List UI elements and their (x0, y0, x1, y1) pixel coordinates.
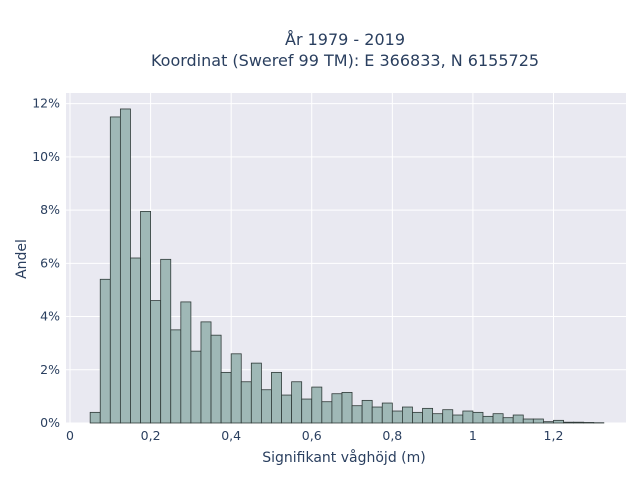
y-tick-label: 0% (40, 415, 60, 430)
y-tick-label: 2% (40, 362, 60, 377)
histogram-bar (130, 257, 141, 424)
histogram-bar (532, 418, 544, 424)
x-axis-label: Signifikant våghöjd (m) (262, 449, 425, 466)
histogram-bar (553, 419, 564, 424)
histogram-bar (452, 414, 464, 424)
chart-subtitle: Koordinat (Sweref 99 TM): E 366833, N 61… (151, 51, 539, 70)
x-tick-label: 0 (66, 428, 74, 443)
y-tick-label: 12% (32, 96, 60, 111)
histogram-bar (260, 389, 272, 424)
histogram-bar (271, 372, 282, 424)
histogram-bar (140, 211, 152, 424)
chart-title: År 1979 - 2019 (285, 30, 405, 49)
histogram-bar (341, 391, 353, 424)
histogram-bar (583, 422, 595, 424)
ticks-layer: 0 0,2 0,4 0,6 0,8 1 1,2 0% 2% 4% 6% 8% 10% 12% (32, 96, 563, 443)
histogram-bar (522, 418, 534, 424)
histogram-bar (150, 300, 162, 424)
histogram-bar (422, 407, 434, 424)
histogram-bar (412, 411, 423, 424)
x-tick-label: 1 (469, 428, 477, 443)
histogram-bar (512, 414, 524, 424)
histogram-bar (301, 398, 313, 424)
histogram-bar (321, 401, 333, 424)
histogram-bar (442, 409, 454, 424)
histogram-bar (89, 411, 101, 424)
histogram-bar (210, 334, 222, 424)
histogram-bar (492, 413, 504, 424)
histogram-bar (180, 301, 192, 424)
histogram-bar (119, 108, 131, 424)
y-tick-label: 4% (40, 309, 60, 324)
x-tick-label: 0,8 (382, 428, 402, 443)
histogram-bar (281, 394, 293, 424)
histogram-bar (502, 417, 514, 424)
histogram-bar (311, 386, 323, 424)
y-tick-label: 8% (40, 202, 60, 217)
histogram-bar (351, 405, 363, 424)
histogram-bar (543, 421, 554, 424)
histogram-bar (432, 413, 444, 424)
histogram-bar (563, 421, 575, 424)
histogram-bar (331, 393, 343, 424)
histogram-bar (170, 329, 182, 424)
bars-layer (89, 108, 605, 424)
histogram-bar (482, 415, 494, 424)
x-tick-label: 0,6 (302, 428, 322, 443)
histogram-bar (160, 258, 172, 424)
histogram-bar (291, 381, 303, 424)
histogram-bar (190, 350, 202, 424)
y-axis-label: Andel (14, 239, 30, 279)
x-tick-label: 1,2 (544, 428, 564, 443)
histogram-bar (230, 353, 242, 424)
histogram-bar (99, 278, 111, 424)
histogram-bar (371, 406, 383, 424)
histogram-bar (250, 362, 262, 424)
histogram-bar (109, 116, 121, 424)
y-tick-label: 6% (40, 255, 60, 270)
histogram-bar (200, 321, 212, 424)
histogram-bar (573, 421, 585, 424)
histogram-bar (381, 402, 393, 424)
histogram-bar (220, 372, 232, 424)
histogram-bar (361, 399, 373, 424)
histogram-bar (462, 410, 474, 424)
x-tick-label: 0,4 (221, 428, 241, 443)
histogram-bar (472, 411, 484, 424)
histogram-bar (240, 381, 252, 424)
histogram-bar (402, 406, 413, 424)
x-tick-label: 0,2 (141, 428, 161, 443)
y-tick-label: 10% (32, 149, 60, 164)
histogram-bar (391, 410, 403, 424)
